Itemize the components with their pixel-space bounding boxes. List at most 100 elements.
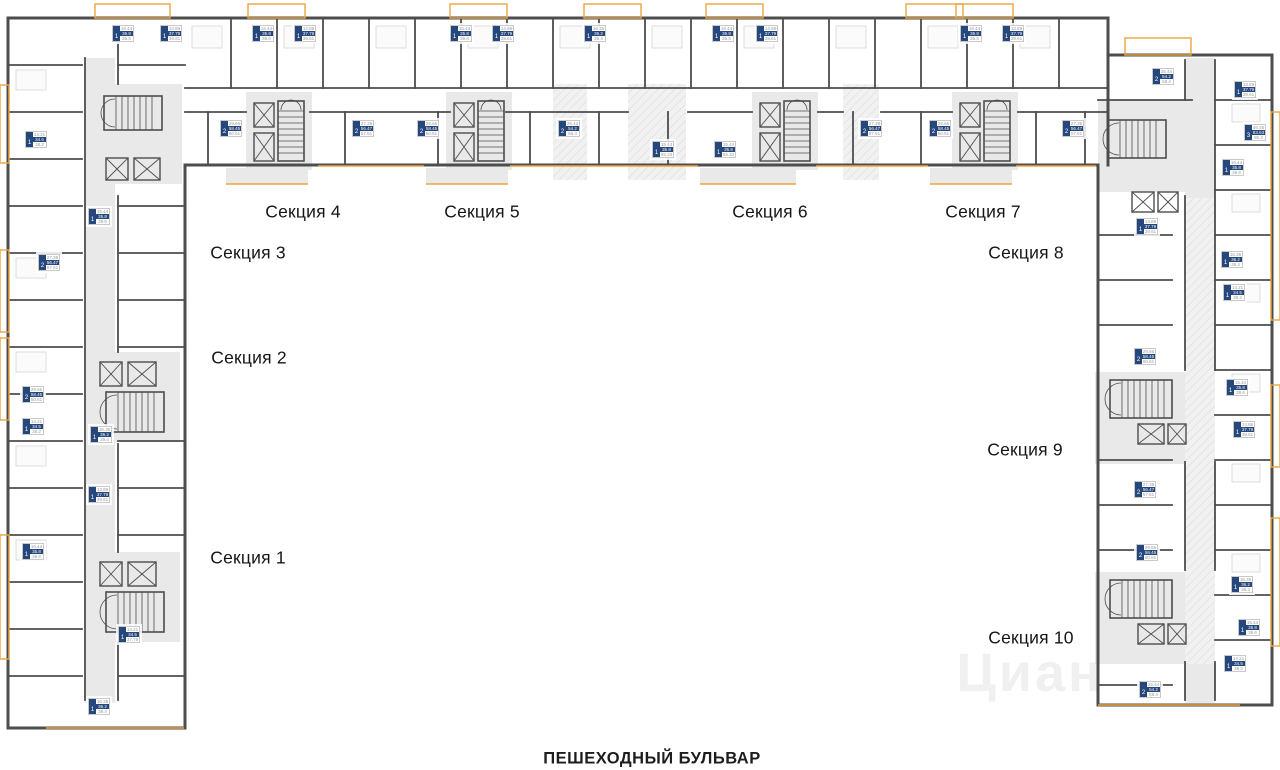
room-count-badge: 1 [295, 26, 302, 41]
area-value: 15.44 [968, 26, 981, 31]
apartment-tag[interactable]: 1 16.35 36.2 39.4 [1231, 576, 1253, 593]
area-value: 56.47 [360, 126, 373, 132]
apartment-tag[interactable]: 2 29.66 58.45 60.61 [929, 120, 951, 137]
area-value: 58.45 [425, 126, 438, 132]
apartment-tag[interactable]: 2 29.66 58.45 60.61 [417, 120, 439, 137]
apartment-tag[interactable]: 2 27.38 56.47 57.61 [860, 120, 882, 137]
area-value: 46.35 [1252, 125, 1265, 130]
apartment-tag[interactable]: 1 14.21 34.5 38.2 [1224, 655, 1246, 672]
room-count-badge: 1 [1234, 422, 1241, 437]
area-value: 29.66 [1144, 545, 1157, 550]
apartment-tag[interactable]: 1 13.89 37.79 39.61 [492, 25, 514, 42]
area-value: 29.66 [425, 121, 438, 126]
apartment-tag[interactable]: 1 15.44 35.8 39.6 [22, 543, 44, 560]
area-value: 16.35 [98, 427, 111, 432]
apartment-tag[interactable]: 2 25.44 54.2 58.4 [1152, 68, 1174, 85]
area-value: 37.79 [96, 492, 109, 498]
apartment-tag[interactable]: 1 13.89 37.79 39.61 [88, 486, 110, 503]
area-value: 39.61 [500, 36, 513, 42]
area-value: 39.61 [168, 36, 181, 42]
area-value: 25.44 [566, 121, 579, 126]
section-label-3: Секция 3 [210, 242, 286, 263]
room-count-badge: 3 [1245, 125, 1252, 140]
area-value: 58.45 [228, 126, 241, 132]
room-count-badge: 2 [1140, 682, 1147, 697]
area-value: 15.44 [660, 142, 673, 147]
apartment-tag[interactable]: 1 13.89 37.79 39.61 [1234, 81, 1256, 98]
area-value: 35.8 [1246, 625, 1259, 631]
apartment-tag[interactable]: 2 29.66 58.45 60.61 [1134, 348, 1156, 365]
apartment-tag[interactable]: 2 27.38 56.47 57.61 [38, 254, 60, 271]
apartment-tag[interactable]: 2 27.38 56.47 57.61 [352, 120, 374, 137]
area-value: 13.89 [1010, 26, 1023, 31]
apartment-tag[interactable]: 1 16.35 36.2 39.4 [88, 698, 110, 715]
apartment-tag[interactable]: 1 13.89 37.79 39.61 [160, 25, 182, 42]
apartment-tag[interactable]: 2 27.38 56.47 57.61 [1134, 481, 1156, 498]
apartment-tag[interactable]: 3 46.35 83.63 85.3 [1244, 124, 1266, 141]
apartment-tag[interactable]: 1 13.89 37.79 39.61 [1136, 218, 1158, 235]
area-value: 35.8 [1234, 385, 1247, 391]
area-value: 60.61 [1144, 555, 1157, 561]
area-value: 35.8 [96, 214, 109, 220]
apartment-tag[interactable]: 1 15.44 35.8 55.33 [714, 141, 736, 158]
area-value: 34.5 [30, 424, 43, 430]
room-count-badge: 1 [89, 699, 96, 714]
room-count-badge: 1 [757, 26, 764, 41]
apartment-tag[interactable]: 1 15.44 35.8 39.6 [1238, 619, 1260, 636]
room-count-badge: 2 [1135, 482, 1142, 497]
area-value: 39.4 [98, 709, 107, 715]
apartment-tag[interactable]: 1 13.89 37.79 39.61 [756, 25, 778, 42]
apartment-tag[interactable]: 2 25.44 54.2 58.4 [1139, 681, 1161, 698]
area-value: 13.89 [764, 26, 777, 31]
apartment-tag[interactable]: 1 15.44 35.8 55.33 [652, 141, 674, 158]
apartment-tag[interactable]: 1 15.44 35.8 39.6 [960, 25, 982, 42]
apartment-tag[interactable]: 2 27.38 56.47 57.61 [1062, 120, 1084, 137]
apartment-tag[interactable]: 1 13.89 37.79 39.61 [1002, 25, 1024, 42]
area-value: 15.44 [1246, 620, 1259, 625]
area-value: 13.89 [302, 26, 315, 31]
area-value: 85.3 [1254, 135, 1263, 141]
area-value: 39.6 [98, 219, 107, 225]
area-value: 37.79 [1144, 224, 1157, 230]
apartment-tag[interactable]: 1 16.35 36.2 39.4 [584, 25, 606, 42]
area-value: 16.35 [592, 26, 605, 31]
area-value: 39.6 [32, 554, 41, 560]
area-value: 14.21 [1231, 285, 1244, 290]
area-value: 15.44 [458, 26, 471, 31]
apartment-tag[interactable]: 2 29.66 58.45 60.61 [22, 386, 44, 403]
apartment-tag[interactable]: 1 15.44 35.8 39.6 [112, 25, 134, 42]
apartment-tag[interactable]: 1 15.44 35.8 39.6 [252, 25, 274, 42]
area-value: 58.4 [1149, 692, 1158, 698]
area-value: 57.61 [46, 265, 59, 271]
apartment-tag[interactable]: 1 14.21 34.5 37.79 [118, 626, 140, 643]
apartment-tag[interactable]: 1 15.44 35.8 39.6 [1226, 379, 1248, 396]
area-value: 27.38 [868, 121, 881, 126]
apartment-tag[interactable]: 1 15.44 35.8 39.6 [1222, 159, 1244, 176]
area-value: 39.6 [460, 36, 469, 42]
area-value: 60.61 [1142, 359, 1155, 365]
apartment-tag[interactable]: 1 14.21 34.5 38.2 [22, 418, 44, 435]
apartment-tag[interactable]: 2 29.66 58.45 60.61 [1136, 544, 1158, 561]
room-count-badge: 1 [961, 26, 968, 41]
apartment-tag[interactable]: 1 13.89 37.79 39.61 [1233, 421, 1255, 438]
section-label-4: Секция 4 [265, 201, 341, 222]
section-label-8: Секция 8 [988, 242, 1064, 263]
apartment-tag[interactable]: 2 29.66 58.45 60.61 [220, 120, 242, 137]
apartment-tag[interactable]: 1 15.44 35.8 39.6 [712, 25, 734, 42]
apartment-tag[interactable]: 1 16.35 36.2 39.4 [90, 426, 112, 443]
apartment-tag[interactable]: 1 14.21 34.5 38.2 [25, 131, 47, 148]
apartment-tag[interactable]: 1 15.44 35.8 39.6 [88, 208, 110, 225]
room-count-badge: 2 [39, 255, 46, 270]
area-value: 39.61 [764, 36, 777, 42]
area-value: 15.44 [30, 544, 43, 549]
area-value: 58.45 [30, 392, 43, 398]
area-value: 15.44 [1234, 380, 1247, 385]
apartment-tag[interactable]: 2 25.44 54.2 58.4 [558, 120, 580, 137]
apartment-tag[interactable]: 1 13.89 37.79 39.61 [294, 25, 316, 42]
area-value: 37.79 [1242, 87, 1255, 93]
apartment-tag[interactable]: 1 14.21 34.5 38.2 [1223, 284, 1245, 301]
area-value: 38.2 [1234, 666, 1243, 672]
apartment-tag[interactable]: 1 15.44 35.8 39.6 [450, 25, 472, 42]
apartment-tag[interactable]: 1 16.35 36.2 39.4 [1221, 251, 1243, 268]
